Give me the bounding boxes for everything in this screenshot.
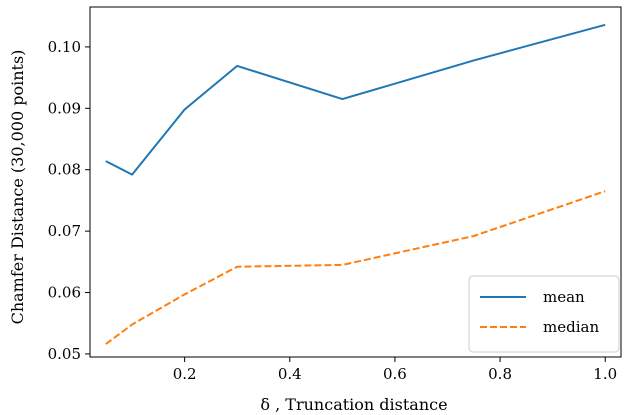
x-axis-title: δ , Truncation distance — [260, 395, 447, 414]
plot-series — [105, 23, 606, 345]
legend: mean median — [468, 275, 620, 353]
x-tick-label: 1.0 — [593, 365, 617, 383]
x-tick-label: 0.6 — [383, 365, 407, 383]
legend-box — [468, 275, 620, 353]
y-tick-label: 0.09 — [48, 99, 81, 117]
x-tick-label: 0.8 — [488, 365, 512, 383]
y-axis: 0.05 0.06 0.07 0.08 0.09 0.10 — [48, 38, 90, 363]
y-axis-title: Chamfer Distance (30,000 points) — [8, 50, 27, 325]
legend-label-mean: mean — [543, 288, 585, 306]
y-tick-label: 0.08 — [48, 161, 81, 179]
y-tick-label: 0.07 — [48, 222, 81, 240]
x-tick-label: 0.4 — [278, 365, 302, 383]
series-line-median — [105, 190, 606, 345]
y-tick-label: 0.10 — [48, 38, 81, 56]
series-line-mean — [105, 23, 606, 176]
y-tick-label: 0.06 — [48, 284, 81, 302]
y-tick-label: 0.05 — [48, 345, 81, 363]
x-tick-label: 0.2 — [173, 365, 197, 383]
x-axis: 0.2 0.4 0.6 0.8 1.0 — [173, 357, 617, 383]
plot-frame — [89, 6, 622, 358]
legend-label-median: median — [543, 318, 599, 336]
